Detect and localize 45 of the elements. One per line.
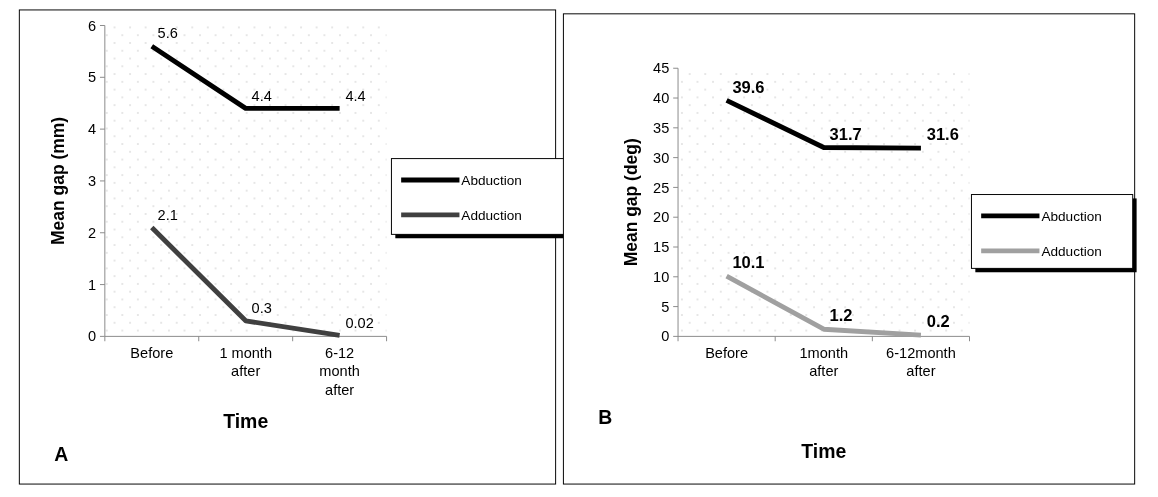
y-axis-title: Mean gap (mm) <box>48 116 69 245</box>
y-tick-label: 45 <box>653 60 670 77</box>
data-label: 0.3 <box>251 300 272 317</box>
data-label: 31.7 <box>829 124 862 143</box>
text: A <box>54 442 69 465</box>
y-tick-label: 5 <box>661 298 670 315</box>
y-tick-label: 10 <box>653 268 670 285</box>
y-tick-label: 15 <box>653 239 670 256</box>
x-tick-label: 1month after <box>799 344 849 380</box>
data-label: 4.4 <box>251 87 272 104</box>
x-tick-label: Before <box>705 344 749 361</box>
x-axis-title: Time <box>801 439 847 462</box>
data-label: 1.2 <box>829 306 853 325</box>
x-axis-title: Time <box>223 409 269 432</box>
legend-label: Abduction <box>1041 208 1102 224</box>
x-tick-label: Before <box>130 344 174 361</box>
data-label: 0.2 <box>926 312 950 331</box>
data-label: 10.1 <box>732 253 765 272</box>
y-tick-label: 40 <box>653 90 670 107</box>
data-label: 31.6 <box>926 125 959 144</box>
data-label: 5.6 <box>157 25 178 42</box>
y-tick-label: 6 <box>87 17 97 34</box>
data-label: 0.02 <box>345 314 374 331</box>
text: B <box>598 405 613 428</box>
x-tick-label: 6-12 month after <box>319 344 360 398</box>
x-tick-label: 1 month after <box>219 344 273 380</box>
legend-label: Adduction <box>1041 243 1102 259</box>
y-tick-label: 5 <box>87 69 97 86</box>
legend-label: Adduction <box>461 207 522 223</box>
y-tick-label: 30 <box>653 149 670 166</box>
y-tick-label: 20 <box>653 209 670 226</box>
y-tick-label: 25 <box>653 179 670 196</box>
data-label: 2.1 <box>157 206 178 223</box>
data-label: 39.6 <box>732 77 765 96</box>
y-tick-label: 3 <box>87 173 97 190</box>
y-axis-title: Mean gap (deg) <box>621 138 642 267</box>
y-tick-label: 35 <box>653 119 670 136</box>
y-tick-label: 4 <box>87 121 97 138</box>
x-tick-label: 6-12month after <box>886 344 956 380</box>
y-tick-label: 0 <box>87 328 97 345</box>
y-tick-label: 1 <box>87 276 97 293</box>
data-label: 4.4 <box>345 87 366 104</box>
y-tick-label: 2 <box>87 224 97 241</box>
legend-label: Abduction <box>461 172 522 188</box>
y-tick-label: 0 <box>661 328 670 345</box>
